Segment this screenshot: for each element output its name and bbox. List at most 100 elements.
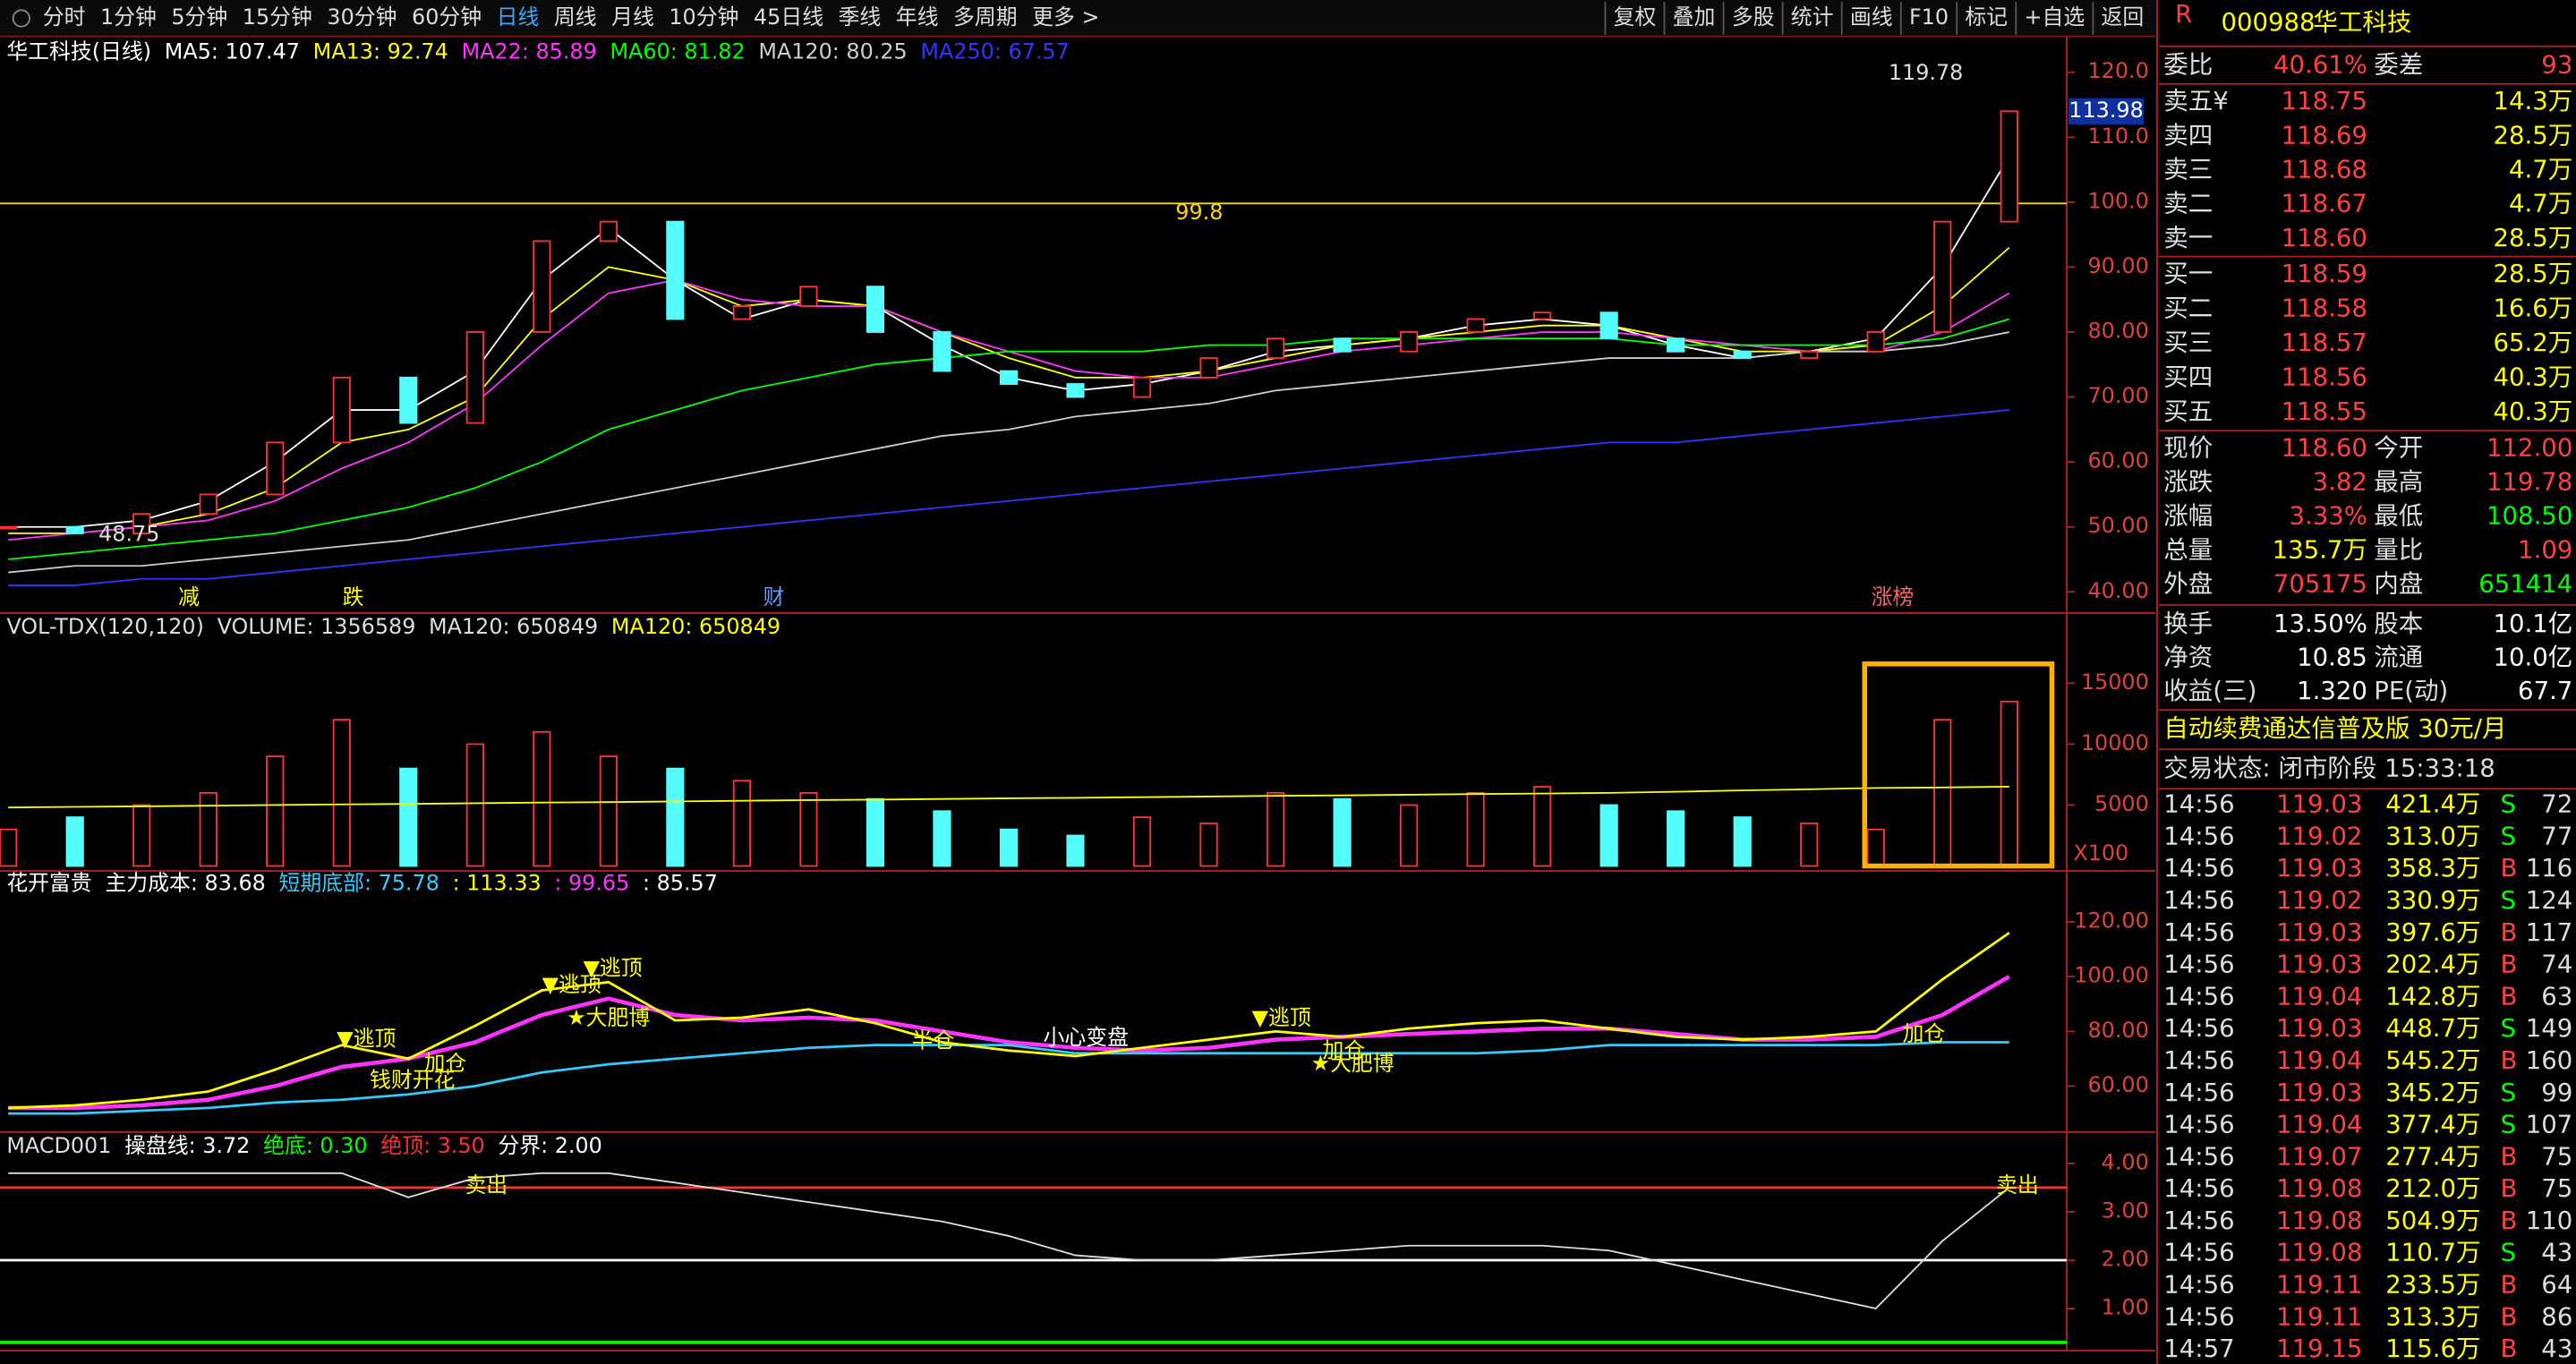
highlight-box	[1862, 661, 2055, 869]
trade-count: 72	[2541, 790, 2572, 819]
indicator-label: MA250: 67.57	[920, 39, 1069, 64]
trade-time: 14:56	[2163, 918, 2234, 947]
indicator-label: MACD001	[6, 1133, 111, 1158]
period-button[interactable]: 5分钟	[171, 4, 227, 30]
signal-annotation: ▼逃顶	[1252, 1005, 1311, 1030]
indicator-label: 花开富贵	[6, 870, 91, 895]
period-button[interactable]: 多周期	[953, 4, 1018, 30]
volume-bar	[999, 828, 1019, 867]
period-button[interactable]: 日线	[497, 4, 540, 30]
y-tick-label: 120.00	[2074, 908, 2148, 933]
trade-count: 75	[2541, 1142, 2572, 1171]
tool-button[interactable]: 画线	[1850, 4, 1893, 30]
trade-side: B	[2501, 1046, 2518, 1075]
period-button[interactable]: 60分钟	[412, 4, 482, 30]
event-tag: 跌	[343, 584, 364, 610]
trade-volume: 142.8万	[2385, 982, 2480, 1010]
period-button[interactable]: 更多 >	[1032, 4, 1099, 30]
candle	[332, 376, 351, 444]
field-label: 最低	[2374, 501, 2423, 530]
order-price: 118.58	[2282, 294, 2367, 322]
y-tick-label: 50.00	[2087, 513, 2148, 538]
indicator-label: 操盘线: 3.72	[124, 1133, 250, 1158]
trade-volume: 397.6万	[2385, 918, 2480, 947]
tool-button[interactable]: F10	[1909, 4, 1949, 30]
period-button[interactable]: 15分钟	[243, 4, 312, 30]
event-tag: 减	[178, 584, 200, 610]
tool-button[interactable]: 叠加	[1673, 4, 1716, 30]
tool-button[interactable]: 返回	[2102, 4, 2145, 30]
ma-line	[8, 409, 2009, 586]
trade-price: 119.03	[2276, 918, 2362, 947]
field-value: 10.85	[2297, 643, 2367, 671]
order-volume: 40.3万	[2494, 397, 2573, 426]
macd-line	[8, 1172, 2010, 1310]
promo[interactable]: 自动续费通达信普及版 30元/月	[2163, 714, 2506, 743]
trade-price: 119.02	[2276, 886, 2362, 915]
order-label: 卖四	[2163, 121, 2213, 149]
period-button[interactable]: 10分钟	[669, 4, 738, 30]
field-value: 67.7	[2518, 677, 2572, 705]
volume-bar	[1667, 810, 1685, 867]
period-button[interactable]: 季线	[839, 4, 882, 30]
field-value: 13.50%	[2273, 610, 2367, 638]
order-price: 118.67	[2282, 190, 2367, 218]
signal-annotation: 半仓	[912, 1027, 955, 1053]
y-tick-label: 100.00	[2074, 963, 2148, 988]
trade-volume: 545.2万	[2385, 1046, 2480, 1075]
trade-price: 119.11	[2276, 1271, 2362, 1300]
volume-bar	[199, 791, 218, 867]
tool-button[interactable]: 复权	[1614, 4, 1657, 30]
candle	[132, 513, 151, 534]
volume-bar	[399, 767, 418, 867]
volume-bar	[1866, 828, 1885, 867]
candle	[1800, 350, 1819, 359]
trade-volume: 202.4万	[2385, 951, 2480, 979]
period-button[interactable]: 年线	[896, 4, 939, 30]
signal-annotation: ▼逃顶	[542, 972, 601, 997]
tool-button[interactable]: 统计	[1791, 4, 1834, 30]
trade-volume: 313.3万	[2385, 1302, 2480, 1331]
trade-side: B	[2501, 854, 2518, 882]
signal-annotation: ▼逃顶	[584, 956, 643, 981]
order-volume: 28.5万	[2494, 121, 2573, 149]
trade-side: B	[2501, 982, 2518, 1010]
ma-line	[8, 331, 2009, 574]
tool-button[interactable]: 多股	[1732, 4, 1775, 30]
y-tick-label: 40.00	[2087, 578, 2148, 603]
trade-count: 86	[2541, 1302, 2572, 1331]
trade-count: 43	[2541, 1334, 2572, 1363]
field-value: 135.7万	[2273, 535, 2367, 564]
trade-volume: 358.3万	[2385, 854, 2480, 882]
signal-annotation: 加仓	[424, 1051, 467, 1076]
signal-annotation: 加仓	[1902, 1021, 1945, 1046]
period-button[interactable]: 45日线	[754, 4, 823, 30]
volume-ma-line	[8, 786, 2009, 809]
indicator-line	[8, 1041, 2009, 1115]
trade-volume: 345.2万	[2385, 1078, 2480, 1107]
trade-price: 119.04	[2276, 1111, 2362, 1139]
field-value: 93	[2541, 51, 2572, 80]
trade-price: 119.04	[2276, 1046, 2362, 1075]
period-button[interactable]: 周线	[554, 4, 597, 30]
trade-count: 43	[2541, 1239, 2572, 1267]
field-label: 流通	[2374, 643, 2423, 671]
trade-side: S	[2501, 822, 2516, 850]
signal-annotation: ★大肥博	[567, 1005, 650, 1030]
period-button[interactable]: 1分钟	[100, 4, 157, 30]
indicator-label: : 113.33	[453, 870, 542, 895]
trade-side: S	[2501, 1111, 2516, 1139]
candle	[1399, 331, 1419, 353]
tool-button[interactable]: +自选	[2024, 4, 2085, 30]
period-button[interactable]: 30分钟	[327, 4, 397, 30]
period-button[interactable]: 分时	[43, 4, 86, 30]
tool-button[interactable]: 标记	[1965, 4, 2008, 30]
volume-bar	[1066, 834, 1085, 867]
trade-side: S	[2501, 1014, 2516, 1043]
trade-side: B	[2501, 918, 2518, 947]
period-button[interactable]: 月线	[611, 4, 654, 30]
trade-time: 14:56	[2163, 1111, 2234, 1139]
indicator-label: 分界: 2.00	[498, 1133, 601, 1158]
trade-count: 63	[2541, 982, 2572, 1010]
y-tick-label: 1.00	[2102, 1295, 2149, 1320]
